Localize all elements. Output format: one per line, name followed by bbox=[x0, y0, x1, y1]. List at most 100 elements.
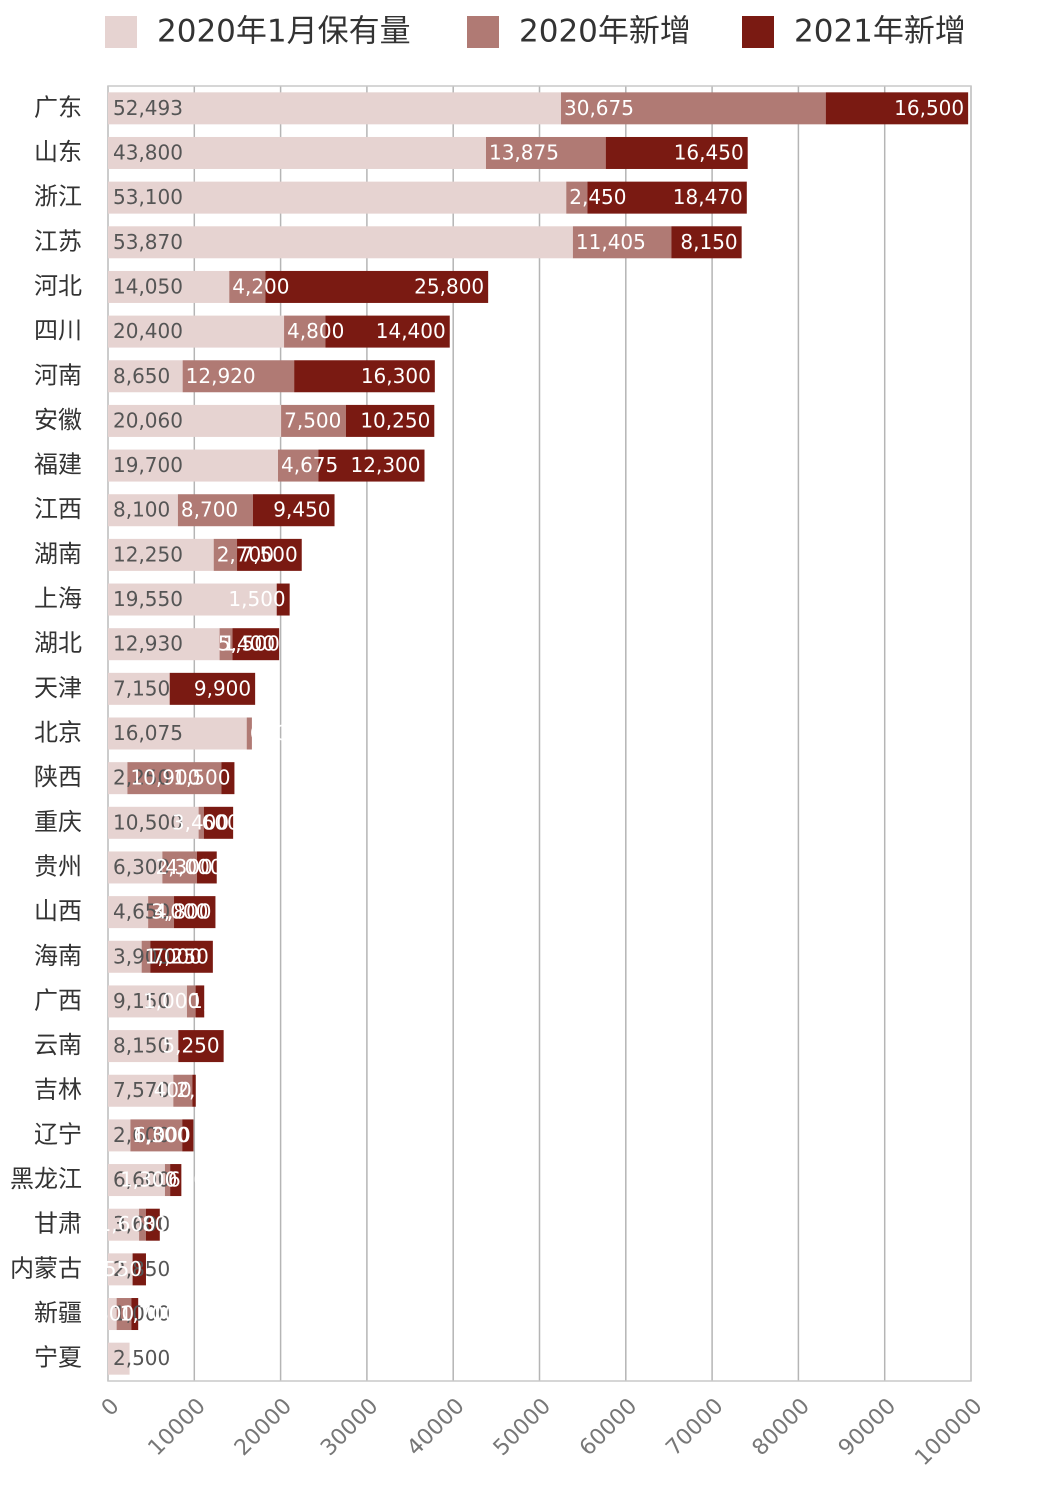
bar-segment bbox=[196, 851, 217, 884]
bar-segment bbox=[148, 896, 175, 929]
bar-segment bbox=[108, 851, 163, 884]
bar-segment bbox=[173, 1074, 193, 1107]
value-label: 1,000 bbox=[143, 989, 200, 1013]
value-label: 16,300 bbox=[361, 364, 431, 388]
bar-segment bbox=[108, 538, 214, 571]
y-tick-label: 陕西 bbox=[34, 763, 82, 791]
bar-segment bbox=[203, 806, 234, 839]
x-tick-label: 0 bbox=[97, 1394, 125, 1422]
value-label: 12,300 bbox=[351, 453, 421, 477]
value-label: 1,500 bbox=[228, 587, 285, 611]
bar-segment bbox=[108, 672, 170, 705]
bar-segment bbox=[108, 136, 486, 169]
x-tick-label: 10000 bbox=[144, 1394, 211, 1461]
bar-segment bbox=[345, 404, 435, 437]
y-tick-label: 安徽 bbox=[34, 406, 82, 434]
bar-segment bbox=[232, 628, 280, 661]
value-label: 12,930 bbox=[113, 632, 183, 656]
value-label: 1,500 bbox=[223, 632, 280, 656]
value-label: 3,400 bbox=[172, 810, 229, 834]
value-label: 10,500 bbox=[113, 810, 183, 834]
value-label: 2,250 bbox=[113, 766, 170, 790]
bar-segment bbox=[108, 896, 149, 929]
value-label: 9,450 bbox=[273, 498, 330, 522]
y-tick-label: 四川 bbox=[34, 317, 82, 345]
bar-segment bbox=[485, 136, 606, 169]
bar-segment bbox=[116, 1298, 132, 1331]
y-tick-label: 江西 bbox=[34, 495, 82, 523]
bar-segment bbox=[561, 92, 826, 125]
value-label: 5,250 bbox=[162, 1034, 219, 1058]
value-label: 20,400 bbox=[113, 319, 183, 343]
y-tick-label: 江苏 bbox=[34, 227, 82, 255]
bar-segment bbox=[108, 583, 277, 616]
bar-segment bbox=[108, 315, 285, 348]
legend-label: 2020年1月保有量 bbox=[157, 14, 411, 50]
bar-segment bbox=[108, 92, 562, 125]
value-label: 12,920 bbox=[186, 364, 256, 388]
value-label: 2,450 bbox=[569, 185, 626, 209]
value-label: 4,200 bbox=[232, 274, 289, 298]
x-tick-label: 60000 bbox=[575, 1394, 642, 1461]
value-label: 16,450 bbox=[674, 140, 744, 164]
bar-segment bbox=[164, 1164, 171, 1197]
value-label: 1,500 bbox=[173, 766, 230, 790]
bar-segment bbox=[265, 270, 489, 303]
value-label: 7,500 bbox=[240, 542, 297, 566]
y-tick-label: 海南 bbox=[34, 942, 82, 970]
value-label: 19,550 bbox=[113, 587, 183, 611]
bar-segment bbox=[192, 1074, 196, 1107]
bar-segment bbox=[294, 360, 435, 393]
value-label: 4,800 bbox=[287, 319, 344, 343]
bar-segment bbox=[108, 940, 142, 973]
y-tick-label: 天津 bbox=[34, 674, 82, 702]
bar-segment bbox=[182, 360, 295, 393]
value-label: 8,650 bbox=[113, 364, 170, 388]
value-label: 1,300 bbox=[132, 1123, 189, 1147]
bar-segment bbox=[108, 1298, 117, 1331]
bar-segment bbox=[671, 226, 742, 259]
legend-label: 2020年新增 bbox=[519, 14, 691, 50]
bar-segment bbox=[108, 494, 178, 527]
bar-segment bbox=[108, 1253, 133, 1286]
bar-segment bbox=[284, 315, 326, 348]
bar-segment bbox=[213, 538, 238, 571]
value-label: 13,875 bbox=[489, 140, 559, 164]
bar-segment bbox=[219, 628, 233, 661]
bar-segment bbox=[252, 494, 335, 527]
bar-segment bbox=[108, 1119, 131, 1152]
value-label: 4,650 bbox=[113, 900, 170, 924]
y-tick-label: 甘肃 bbox=[34, 1210, 82, 1238]
bar-segment bbox=[141, 940, 151, 973]
x-tick-label: 70000 bbox=[661, 1394, 728, 1461]
y-tick-label: 浙江 bbox=[34, 183, 82, 211]
y-tick-label: 河北 bbox=[34, 272, 82, 300]
bar-segment bbox=[221, 762, 235, 795]
x-tick-label: 80000 bbox=[748, 1394, 815, 1461]
value-label: 14,050 bbox=[113, 274, 183, 298]
bar-segment bbox=[108, 806, 199, 839]
value-label: 3,600 bbox=[113, 1212, 170, 1236]
value-label: 2,200 bbox=[176, 1078, 233, 1102]
bar-segment bbox=[195, 985, 205, 1018]
bar-segment bbox=[169, 672, 256, 705]
value-label: 10,900 bbox=[130, 766, 200, 790]
x-tick-label: 40000 bbox=[403, 1394, 470, 1461]
bar-segment bbox=[108, 1164, 165, 1197]
value-label: 7,570 bbox=[113, 1078, 170, 1102]
bar-segment bbox=[150, 940, 213, 973]
x-tick-label: 20000 bbox=[230, 1394, 297, 1461]
bar-segment bbox=[572, 226, 672, 259]
bar-segment bbox=[246, 717, 252, 750]
y-tick-label: 云南 bbox=[34, 1031, 82, 1059]
bar-segment bbox=[131, 1298, 139, 1331]
bar-segment bbox=[237, 538, 302, 571]
value-label: 25,800 bbox=[414, 274, 484, 298]
value-label: 52,493 bbox=[113, 96, 183, 120]
bar-segment bbox=[108, 1074, 174, 1107]
value-label: 16,500 bbox=[894, 96, 964, 120]
value-label: 1,000 bbox=[190, 989, 247, 1013]
y-tick-label: 山西 bbox=[34, 897, 82, 925]
value-label: 2,850 bbox=[113, 1257, 170, 1281]
value-label: 3,000 bbox=[151, 900, 208, 924]
